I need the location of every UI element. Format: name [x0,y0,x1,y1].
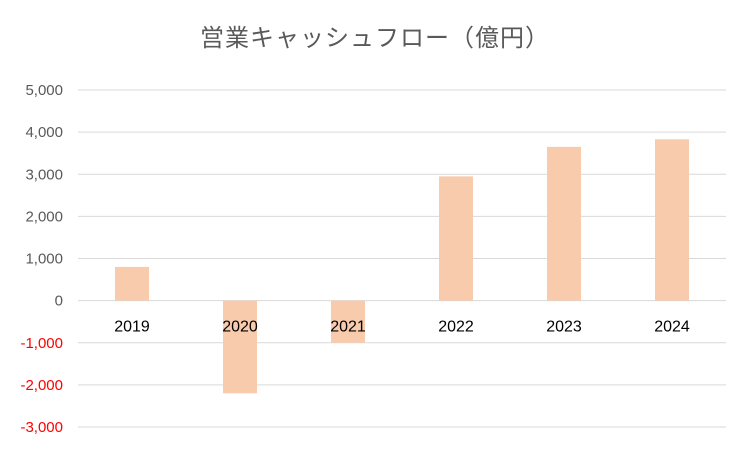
y-tick-label: 5,000 [25,82,63,99]
y-tick-label: -2,000 [20,377,63,394]
x-category-label: 2020 [222,319,258,336]
bars [115,139,689,394]
bar-2024 [655,139,689,301]
chart-title: 営業キャッシュフロー（億円） [200,24,550,52]
y-tick-label: 1,000 [25,251,63,268]
x-category-label: 2019 [114,319,150,336]
x-category-label: 2021 [330,319,366,336]
bar-2020 [223,300,257,394]
bar-2021 [331,300,365,343]
y-tick-label: -3,000 [20,419,63,436]
x-category-label: 2023 [546,319,582,336]
x-axis-category-labels: 2019 2020 2021 2022 2023 2024 [114,319,690,336]
y-tick-label: 3,000 [25,166,63,183]
bar-2022 [439,176,473,301]
bar-2023 [547,146,581,301]
gridlines [78,89,726,428]
y-tick-label: 0 [55,293,63,310]
y-tick-label: 4,000 [25,124,63,141]
x-category-label: 2024 [654,319,690,336]
y-tick-label: 2,000 [25,208,63,225]
y-tick-label: -1,000 [20,335,63,352]
y-axis-tick-labels: 5,000 4,000 3,000 2,000 1,000 0 -1,000 -2,000 -3… [20,82,63,436]
bar-2019 [115,266,149,301]
x-category-label: 2022 [438,319,474,336]
